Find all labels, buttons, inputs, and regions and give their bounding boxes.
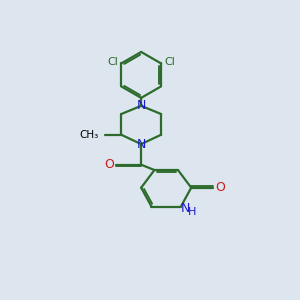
Text: N: N [180, 202, 190, 215]
Text: O: O [105, 158, 115, 171]
Text: Cl: Cl [164, 57, 175, 67]
Text: H: H [188, 207, 196, 217]
Text: Cl: Cl [107, 57, 118, 67]
Text: O: O [215, 181, 225, 194]
Text: CH₃: CH₃ [79, 130, 98, 140]
Text: N: N [136, 138, 146, 151]
Text: N: N [136, 99, 146, 112]
